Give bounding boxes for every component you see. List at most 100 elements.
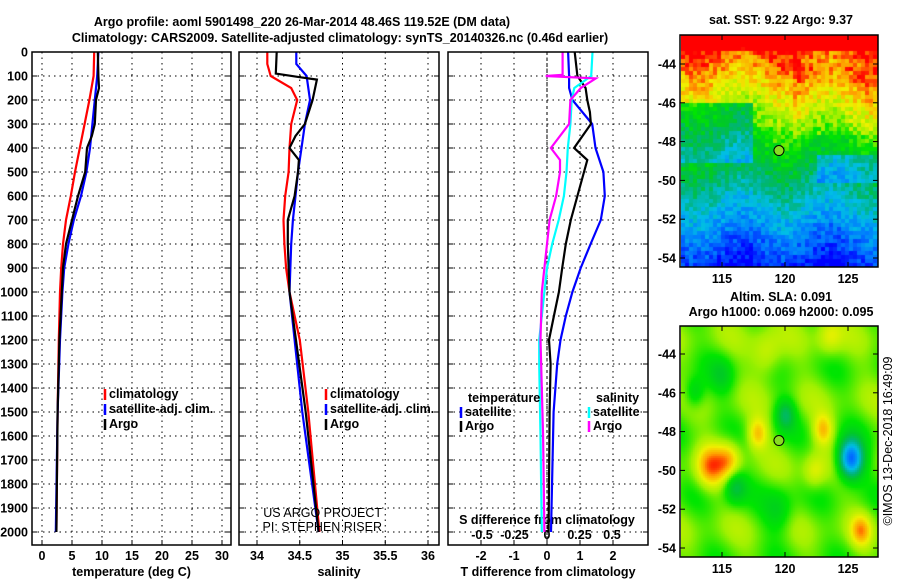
legend-label: satellite — [593, 405, 640, 419]
depth-tick-label: 0 — [21, 46, 28, 60]
depth-tick-label: 900 — [7, 262, 28, 276]
series-line-salinity-argo — [539, 52, 600, 533]
depth-tick-label: 2000 — [0, 526, 28, 540]
depth-tick-label: 1900 — [0, 502, 28, 516]
copyright-text: ©IMOS 13-Dec-2018 16:49:09 — [881, 356, 895, 525]
x-tick-label: 1 — [577, 549, 584, 563]
depth-tick-label: 800 — [7, 238, 28, 252]
legend-label: satellite — [465, 405, 512, 419]
depth-tick-label: 600 — [7, 190, 28, 204]
sla-map-title2: Argo h1000: 0.069 h2000: 0.095 — [689, 305, 874, 319]
map-lat-label: -54 — [658, 542, 676, 556]
x-axis-label: T difference from climatology — [460, 565, 635, 579]
salinity-panel: 34 34.5 35 35.5 36 salinity climatologysatelli… — [238, 51, 440, 579]
profile-location-marker — [773, 145, 785, 157]
depth-tick-label: 1400 — [0, 382, 28, 396]
depth-tick-label: 1700 — [0, 454, 28, 468]
plot-frame — [238, 51, 440, 546]
legend-label: satellite-adj. clim. — [109, 402, 213, 416]
map-axes: -44 -46 -48 -50 -52 -54 115 120 125 -44 -46 -48 -50 -… — [658, 34, 879, 576]
depth-tick-label: 700 — [7, 214, 28, 228]
map-lon-label: 125 — [838, 272, 859, 286]
legend-label: Argo — [593, 419, 623, 433]
x-tick-label: 30 — [215, 549, 229, 563]
map-lat-label: -46 — [658, 96, 676, 110]
temperature-panel: 0100200300400500600700800900100011001200… — [0, 46, 232, 579]
map-lat-label: -50 — [658, 174, 676, 188]
x-tick-label: 35 — [336, 549, 350, 563]
depth-tick-label: 1800 — [0, 478, 28, 492]
credits-line2: PI: STEPHEN RISER — [263, 520, 382, 534]
x-tick-label: 34.5 — [288, 549, 312, 563]
map-lon-label: 120 — [775, 272, 796, 286]
series-line-argo — [55, 51, 101, 533]
map-lat-label: -50 — [658, 464, 676, 478]
x-tick-label: 36 — [421, 549, 435, 563]
map-lat-label: -48 — [658, 135, 676, 149]
s-axis-label: S difference from climatology — [459, 513, 635, 527]
s-tick-label: 0.25 — [567, 528, 591, 542]
map-lon-label: 115 — [712, 562, 732, 576]
s-tick-label: -0.5 — [471, 528, 493, 542]
depth-tick-label: 500 — [7, 166, 28, 180]
sla-map-title1: Altim. SLA: 0.091 — [730, 290, 832, 304]
depth-tick-label: 1200 — [0, 334, 28, 348]
series-line-climatology — [266, 52, 321, 533]
profile-location-marker — [773, 435, 785, 447]
legend-label: Argo — [330, 417, 360, 431]
legend-label: Argo — [465, 419, 495, 433]
depth-tick-label: 1600 — [0, 430, 28, 444]
plot-frame — [447, 51, 649, 546]
x-axis-label: salinity — [317, 565, 360, 579]
series-line-temperature-satellite — [549, 51, 606, 533]
depth-tick-label: 1000 — [0, 286, 28, 300]
legend-label: satellite-adj. clim. — [330, 402, 434, 416]
legend-label: Argo — [109, 417, 139, 431]
map-lat-label: -52 — [658, 503, 676, 517]
legend-title-temperature: temperature — [468, 391, 540, 405]
depth-tick-label: 300 — [7, 118, 28, 132]
sst-map-title: sat. SST: 9.22 Argo: 9.37 — [709, 13, 853, 27]
map-lat-label: -52 — [658, 213, 676, 227]
legend-label: climatology — [330, 387, 400, 401]
depth-tick-label: 200 — [7, 94, 28, 108]
x-tick-label: -2 — [475, 549, 486, 563]
s-tick-label: 0 — [544, 528, 551, 542]
x-tick-label: 34 — [250, 549, 264, 563]
legend-label: climatology — [109, 387, 179, 401]
depth-tick-label: 400 — [7, 142, 28, 156]
x-axis-label: temperature (deg C) — [72, 565, 191, 579]
plot-frame — [31, 51, 232, 546]
s-tick-label: -0.25 — [500, 528, 529, 542]
x-tick-label: 0 — [39, 549, 46, 563]
x-tick-label: 5 — [69, 549, 76, 563]
depth-tick-label: 1300 — [0, 358, 28, 372]
series-line-temperature-argo — [547, 51, 593, 533]
map-lon-label: 125 — [838, 562, 859, 576]
map-lon-label: 115 — [712, 272, 732, 286]
depth-tick-label: 1100 — [1, 310, 28, 324]
map-lat-label: -44 — [658, 58, 676, 72]
map-lat-label: -44 — [658, 348, 676, 362]
map-lon-label: 120 — [775, 562, 796, 576]
depth-tick-label: 1500 — [0, 406, 28, 420]
difference-panel: -2 -1 0 1 2 T difference from climatology -0.5… — [447, 51, 649, 579]
x-tick-label: 2 — [610, 549, 617, 563]
s-tick-label: 0.5 — [603, 528, 620, 542]
title-line1: Argo profile: aoml 5901498_220 26-Mar-20… — [94, 15, 510, 29]
x-tick-label: 0 — [544, 549, 551, 563]
x-tick-label: 20 — [155, 549, 169, 563]
map-lat-label: -54 — [658, 252, 676, 266]
x-tick-label: 10 — [95, 549, 109, 563]
x-tick-label: 15 — [125, 549, 139, 563]
depth-tick-label: 100 — [7, 70, 28, 84]
title-line2: Climatology: CARS2009. Satellite-adjuste… — [72, 31, 608, 45]
map-frame — [679, 325, 879, 558]
series-line-argo — [274, 51, 320, 533]
x-tick-label: 25 — [185, 549, 199, 563]
legend-title-salinity: salinity — [596, 391, 639, 405]
credits-line1: US ARGO PROJECT — [263, 506, 382, 520]
x-tick-label: -1 — [508, 549, 519, 563]
